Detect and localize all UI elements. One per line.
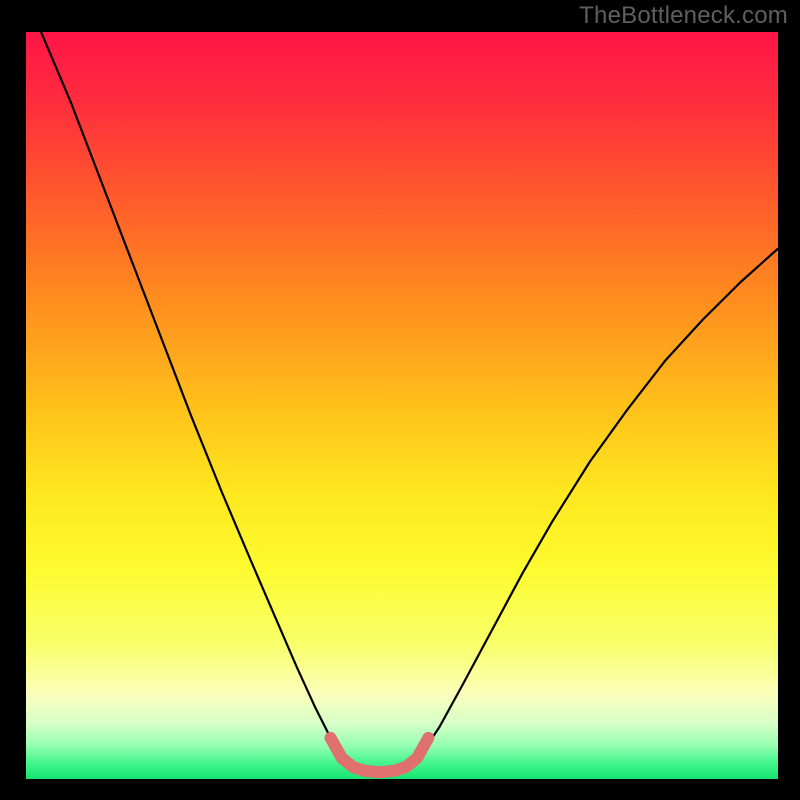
watermark-text: TheBottleneck.com bbox=[579, 2, 788, 30]
bottleneck-chart bbox=[0, 0, 800, 800]
plot-area bbox=[26, 32, 778, 779]
